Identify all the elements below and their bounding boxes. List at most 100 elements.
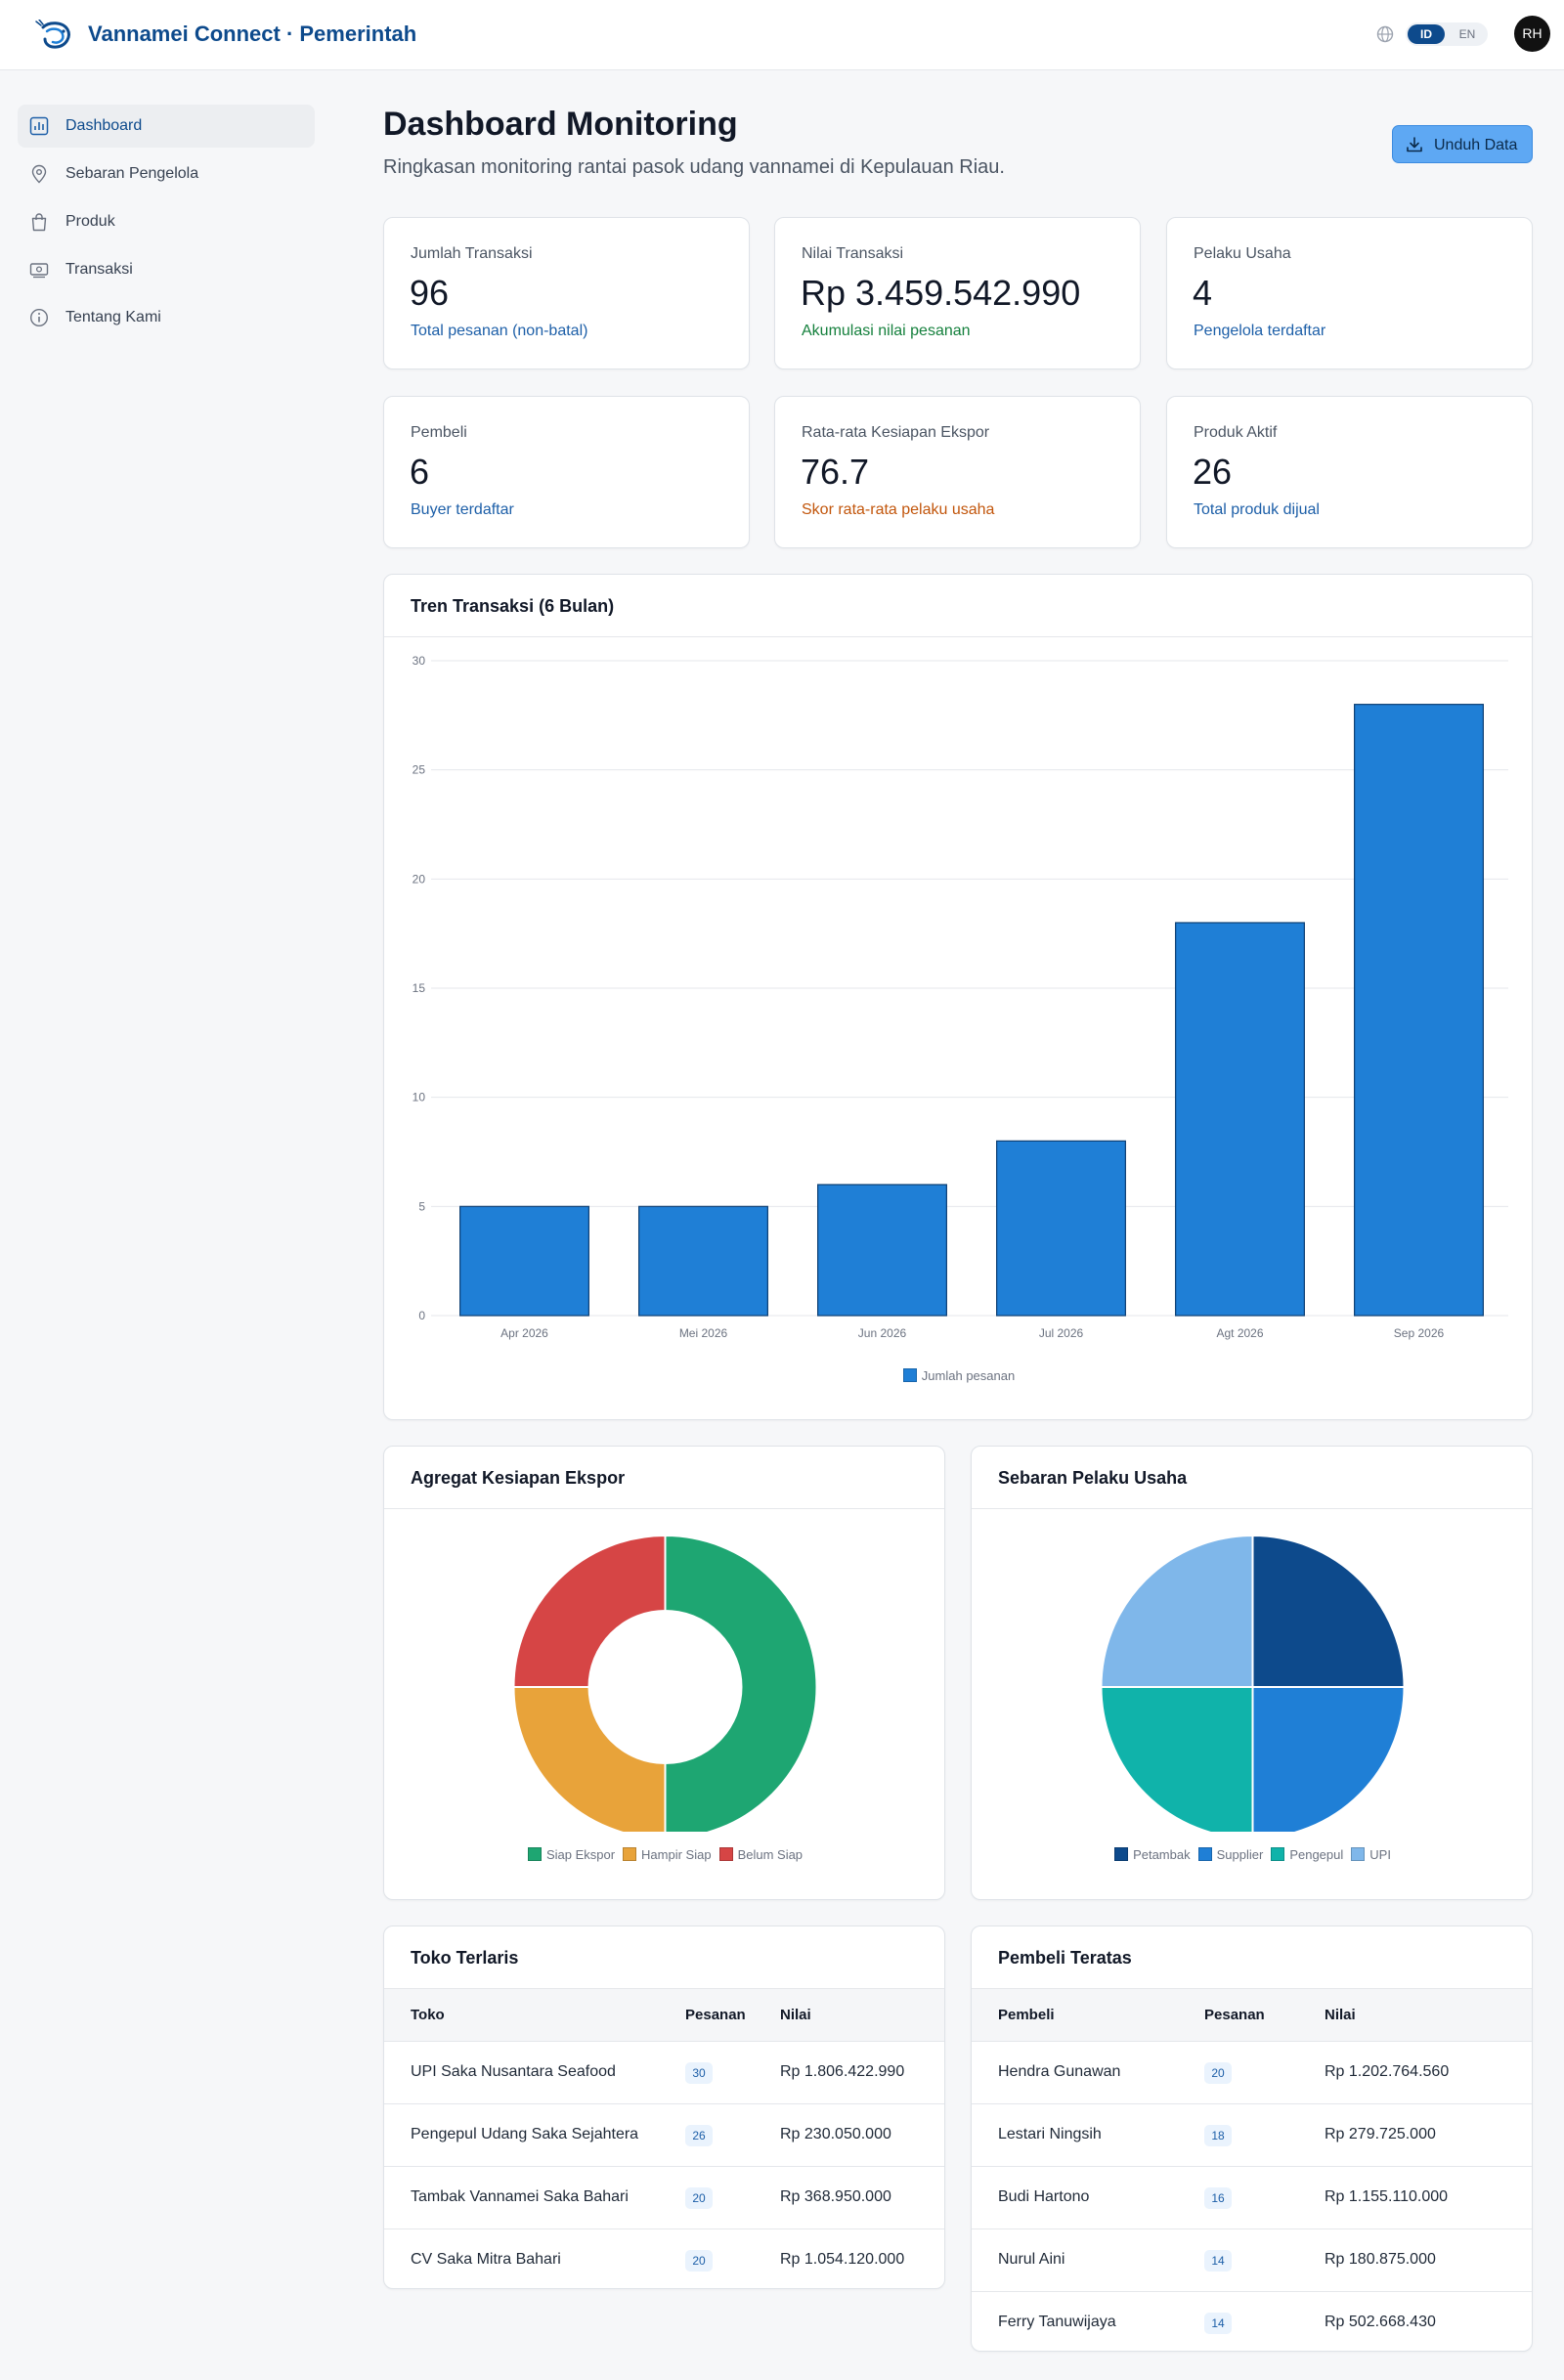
- store-name: Tambak Vannamei Saka Bahari: [411, 2188, 629, 2205]
- bar-mei-2026[interactable]: [638, 1205, 768, 1317]
- table-row[interactable]: Nurul Aini 14 Rp 180.875.000: [972, 2229, 1532, 2292]
- x-tick-label: Jun 2026: [858, 1326, 907, 1340]
- top-bar: Vannamei Connect · Pemerintah ID EN RH: [0, 0, 1564, 70]
- orders-badge: 20: [1204, 2062, 1232, 2084]
- legend-label: Petambak: [1133, 1847, 1191, 1862]
- table-row[interactable]: Budi Hartono 16 Rp 1.155.110.000: [972, 2167, 1532, 2229]
- lang-option-en[interactable]: EN: [1458, 27, 1476, 41]
- bar-jun-2026[interactable]: [817, 1184, 947, 1317]
- store-value: Rp 230.050.000: [780, 2126, 891, 2142]
- bar-agt-2026[interactable]: [1175, 922, 1305, 1317]
- lang-option-id[interactable]: ID: [1408, 24, 1445, 44]
- stat-label: Jumlah Transaksi: [411, 245, 533, 262]
- buyer-name: Hendra Gunawan: [998, 2063, 1121, 2080]
- orders-badge: 26: [685, 2125, 713, 2146]
- stat-value: 76.7: [801, 452, 870, 492]
- stat-card-produk-aktif: Produk Aktif 26 Total produk dijual: [1166, 396, 1533, 548]
- info-icon: [29, 308, 49, 327]
- bar-sep-2026[interactable]: [1354, 704, 1484, 1317]
- sidebar-item-label: Dashboard: [65, 117, 143, 134]
- orders-badge: 14: [1204, 2313, 1232, 2334]
- legend-item-hampir-siap[interactable]: Hampir Siap: [623, 1847, 712, 1862]
- legend-item-petambak[interactable]: Petambak: [1114, 1847, 1191, 1862]
- app-title[interactable]: Vannamei Connect · Pemerintah: [88, 22, 417, 46]
- column-header-pesanan: Pesanan: [685, 2007, 746, 2023]
- slice-petambak[interactable]: [1251, 1534, 1406, 1688]
- bar-chart-icon: [29, 116, 49, 136]
- bar-jul-2026[interactable]: [996, 1140, 1126, 1317]
- store-name: CV Saka Mitra Bahari: [411, 2251, 561, 2268]
- legend-label: Belum Siap: [737, 1847, 804, 1862]
- column-header-pembeli: Pembeli: [998, 2007, 1055, 2023]
- stat-label: Pelaku Usaha: [1194, 245, 1291, 262]
- legend-label: Supplier: [1216, 1847, 1264, 1862]
- legend-item-jumlah-pesanan[interactable]: Jumlah pesanan: [902, 1368, 1016, 1383]
- buyer-name: Nurul Aini: [998, 2251, 1065, 2268]
- orders-badge: 20: [685, 2187, 713, 2209]
- legend-label: Pengepul: [1289, 1847, 1344, 1862]
- slice-hampir-siap[interactable]: [512, 1686, 667, 1832]
- stat-label: Rata-rata Kesiapan Ekspor: [802, 424, 990, 441]
- legend-item-supplier[interactable]: Supplier: [1197, 1847, 1264, 1862]
- table-row[interactable]: Tambak Vannamei Saka Bahari 20 Rp 368.95…: [384, 2167, 944, 2229]
- bar-apr-2026[interactable]: [459, 1205, 589, 1317]
- slice-upi[interactable]: [1100, 1534, 1254, 1688]
- shrimp-logo-icon[interactable]: [35, 20, 72, 51]
- stat-subtext: Total pesanan (non-batal): [411, 323, 588, 339]
- export-readiness-card: Agregat Kesiapan Ekspor Siap Ekspor Hampi…: [383, 1446, 945, 1900]
- y-tick-label: 15: [413, 981, 426, 995]
- business-actors-pie-chart: [1100, 1534, 1406, 1832]
- y-tick-label: 5: [418, 1199, 425, 1213]
- legend-swatch: [1271, 1847, 1285, 1861]
- x-tick-label: Sep 2026: [1394, 1326, 1445, 1340]
- page-subtitle: Ringkasan monitoring rantai pasok udang …: [383, 156, 1005, 178]
- sidebar-item-label: Sebaran Pengelola: [65, 165, 199, 182]
- sidebar-item-label: Transaksi: [65, 261, 133, 278]
- legend-item-belum-siap[interactable]: Belum Siap: [718, 1847, 804, 1862]
- card-title: Agregat Kesiapan Ekspor: [411, 1468, 626, 1488]
- table-row[interactable]: Ferry Tanuwijaya 14 Rp 502.668.430: [972, 2292, 1532, 2351]
- legend-label: Jumlah pesanan: [921, 1368, 1016, 1383]
- table-row[interactable]: Pengepul Udang Saka Sejahtera 26 Rp 230.…: [384, 2104, 944, 2167]
- card-header: Tren Transaksi (6 Bulan): [384, 575, 1532, 637]
- table-row[interactable]: Lestari Ningsih 18 Rp 279.725.000: [972, 2104, 1532, 2167]
- stat-value: Rp 3.459.542.990: [801, 273, 1081, 313]
- sidebar-item-produk[interactable]: Produk: [18, 200, 315, 243]
- buyer-name: Lestari Ningsih: [998, 2126, 1102, 2142]
- legend-item-pengepul[interactable]: Pengepul: [1271, 1847, 1343, 1862]
- stat-label: Nilai Transaksi: [802, 245, 904, 262]
- y-tick-label: 20: [413, 872, 426, 886]
- stat-value: 26: [1193, 452, 1233, 492]
- slice-supplier[interactable]: [1251, 1686, 1406, 1832]
- card-header: Pembeli Teratas: [972, 1926, 1532, 1989]
- legend-item-upi[interactable]: UPI: [1351, 1847, 1391, 1862]
- sidebar: Dashboard Sebaran Pengelola Produk Trans…: [0, 70, 332, 2380]
- stat-value: 6: [410, 452, 430, 492]
- column-header-toko: Toko: [411, 2007, 445, 2023]
- x-tick-label: Mei 2026: [679, 1326, 728, 1340]
- card-header: Agregat Kesiapan Ekspor: [384, 1447, 944, 1509]
- sidebar-item-transaksi[interactable]: Transaksi: [18, 248, 315, 291]
- business-actors-legend: Petambak Supplier Pengepul UPI: [972, 1847, 1534, 1862]
- legend-item-siap-ekspor[interactable]: Siap Ekspor: [527, 1847, 615, 1862]
- card-title: Tren Transaksi (6 Bulan): [411, 596, 615, 616]
- sidebar-item-sebaran-pengelola[interactable]: Sebaran Pengelola: [18, 152, 315, 195]
- column-header-nilai: Nilai: [1325, 2007, 1356, 2023]
- sidebar-item-tentang-kami[interactable]: Tentang Kami: [18, 296, 315, 339]
- stat-value: 96: [410, 273, 450, 313]
- table-row[interactable]: CV Saka Mitra Bahari 20 Rp 1.054.120.000: [384, 2229, 944, 2288]
- stat-card-pelaku-usaha: Pelaku Usaha 4 Pengelola terdaftar: [1166, 217, 1533, 369]
- sidebar-item-dashboard[interactable]: Dashboard: [18, 105, 315, 148]
- user-avatar[interactable]: RH: [1514, 16, 1550, 52]
- stat-subtext: Pengelola terdaftar: [1194, 323, 1326, 339]
- column-header-nilai: Nilai: [780, 2007, 811, 2023]
- table-row[interactable]: UPI Saka Nusantara Seafood 30 Rp 1.806.4…: [384, 2042, 944, 2104]
- buyer-value: Rp 279.725.000: [1325, 2126, 1436, 2142]
- slice-belum-siap[interactable]: [512, 1534, 667, 1688]
- slice-pengepul[interactable]: [1100, 1686, 1254, 1832]
- buyer-value: Rp 180.875.000: [1325, 2251, 1436, 2268]
- table-row[interactable]: Hendra Gunawan 20 Rp 1.202.764.560: [972, 2042, 1532, 2104]
- trend-chart-legend: Jumlah pesanan: [384, 1368, 1534, 1383]
- download-data-button[interactable]: Unduh Data: [1392, 125, 1533, 163]
- slice-siap-ekspor[interactable]: [664, 1534, 818, 1832]
